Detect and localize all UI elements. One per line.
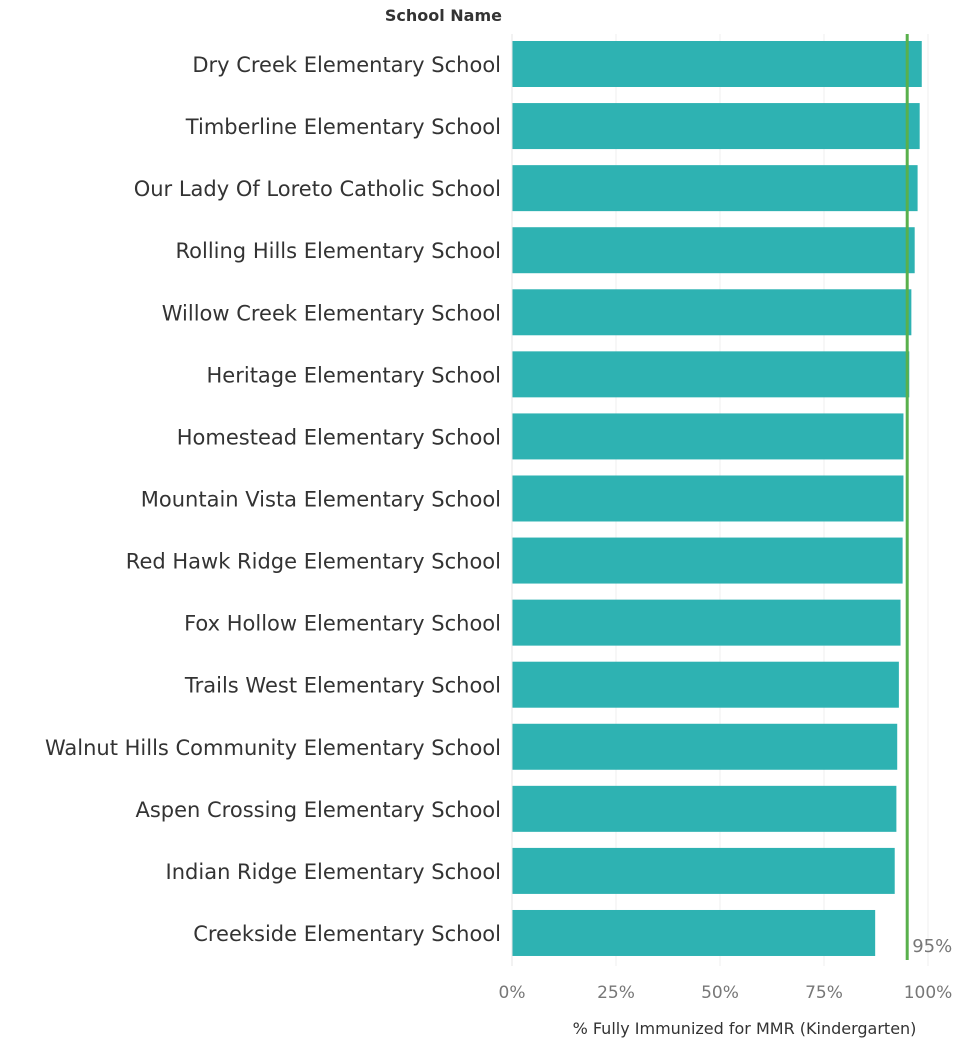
bar — [512, 41, 922, 87]
x-tick-label: 25% — [597, 983, 635, 1003]
category-label: Trails West Elementary School — [184, 674, 501, 698]
bar — [512, 537, 903, 584]
reference-line-label: 95% — [912, 936, 952, 957]
bar — [512, 723, 898, 770]
bar — [512, 847, 895, 894]
category-label: Homestead Elementary School — [177, 425, 501, 449]
x-tick-label: 100% — [904, 983, 953, 1003]
row-header-label: School Name — [384, 6, 502, 25]
x-axis-title: % Fully Immunized for MMR (Kindergarten) — [572, 1019, 917, 1038]
bar — [512, 599, 901, 646]
x-tick-label: 50% — [701, 983, 739, 1003]
category-label: Aspen Crossing Elementary School — [135, 798, 501, 822]
bar — [512, 227, 915, 274]
category-label: Dry Creek Elementary School — [192, 53, 501, 77]
bar — [512, 785, 897, 832]
category-label: Creekside Elementary School — [193, 922, 501, 946]
bar — [512, 475, 904, 522]
category-label: Heritage Elementary School — [207, 363, 501, 387]
category-label: Mountain Vista Elementary School — [141, 487, 501, 511]
category-label: Timberline Elementary School — [185, 115, 501, 139]
bar — [512, 103, 920, 150]
category-label: Fox Hollow Elementary School — [184, 612, 501, 636]
bar — [512, 165, 918, 212]
category-label: Willow Creek Elementary School — [162, 301, 501, 325]
bar — [512, 413, 904, 460]
category-label: Red Hawk Ridge Elementary School — [126, 550, 501, 574]
category-label: Rolling Hills Elementary School — [176, 239, 502, 263]
x-tick-label: 0% — [499, 983, 526, 1003]
category-label: Indian Ridge Elementary School — [166, 860, 501, 884]
bar — [512, 661, 899, 708]
bar — [512, 909, 876, 956]
category-label: Walnut Hills Community Elementary School — [45, 736, 501, 760]
x-tick-label: 75% — [805, 983, 843, 1003]
bar — [512, 351, 910, 398]
bar — [512, 289, 912, 336]
category-label: Our Lady Of Loreto Catholic School — [134, 177, 501, 201]
